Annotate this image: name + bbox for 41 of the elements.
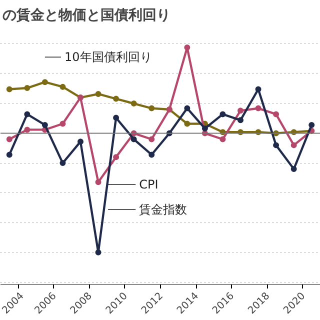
point	[6, 86, 12, 92]
point	[42, 79, 48, 86]
point	[24, 85, 30, 92]
point	[6, 152, 12, 158]
point	[238, 117, 244, 124]
point	[273, 111, 280, 118]
point	[60, 84, 66, 90]
point	[255, 86, 262, 92]
point	[255, 105, 262, 112]
point	[113, 154, 120, 160]
point	[113, 114, 120, 121]
point	[6, 136, 12, 142]
point	[238, 108, 244, 114]
point	[130, 136, 137, 142]
point	[24, 126, 30, 133]
point	[130, 100, 137, 107]
series-label: 10年国債利回り	[64, 50, 152, 64]
point	[95, 179, 102, 186]
point	[42, 122, 48, 128]
point	[308, 122, 315, 128]
point	[24, 111, 30, 118]
point	[202, 126, 208, 132]
point	[148, 136, 155, 142]
chart-title: の賃金と物価と国債利回り	[2, 8, 170, 24]
point	[290, 142, 297, 148]
point	[184, 120, 190, 127]
point	[290, 166, 297, 172]
point	[78, 138, 84, 145]
point	[95, 249, 102, 256]
point	[184, 105, 190, 112]
point	[220, 136, 226, 142]
point	[273, 142, 280, 148]
text: 賃金指数	[139, 202, 188, 216]
point	[220, 111, 226, 118]
point	[148, 152, 155, 158]
point	[60, 160, 66, 166]
point	[95, 90, 102, 97]
text: CPI	[139, 177, 158, 192]
point	[60, 120, 66, 127]
point	[148, 105, 155, 112]
point	[113, 96, 120, 102]
